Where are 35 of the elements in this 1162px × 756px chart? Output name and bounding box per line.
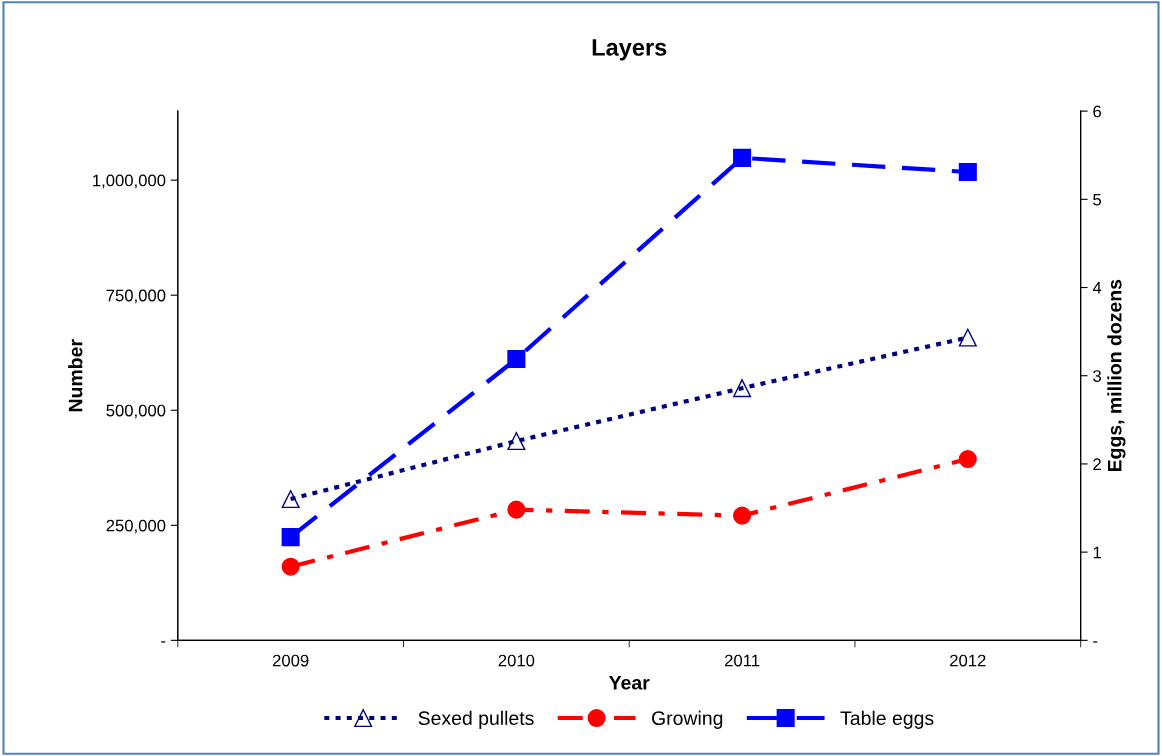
y2-tick-label: 3 [1093, 370, 1101, 382]
y-tick-label: - [161, 641, 166, 643]
x-tick-label: 2012 [950, 654, 986, 667]
y-tick-label: 1,000,000 [93, 174, 166, 189]
point [281, 490, 300, 509]
legend-label: Growing [652, 710, 723, 729]
x-axis-title: Year [609, 676, 650, 690]
y2-tick-label: 2 [1093, 458, 1101, 470]
y-tick-label: 500,000 [106, 404, 166, 419]
point [507, 349, 526, 369]
point [958, 328, 977, 347]
y-tick-label: 250,000 [106, 519, 166, 534]
point [507, 432, 526, 451]
y2-tick-label: 4 [1092, 282, 1102, 294]
y2-tick-label: 6 [1093, 105, 1101, 118]
point [958, 449, 977, 469]
point [733, 148, 752, 167]
legend-label: Sexed pullets [418, 710, 534, 729]
chart-title: Layers [592, 39, 667, 61]
y-axis-title: Number [68, 339, 83, 412]
point [958, 162, 977, 182]
point [733, 379, 752, 398]
y-tick-label: 750,000 [106, 289, 166, 304]
point [281, 557, 300, 576]
point [281, 528, 300, 547]
y2-tick-label: 1 [1093, 546, 1101, 559]
y2-axis-title: Eggs, million dozens [1107, 279, 1126, 472]
y2-tick-label: 5 [1093, 193, 1102, 206]
point [507, 500, 526, 519]
y2-tick-label: - [1093, 641, 1098, 643]
x-tick-label: 2010 [498, 654, 535, 667]
x-tick-label: 2011 [725, 654, 760, 667]
legend-label: Table eggs [840, 710, 934, 729]
x-tick-label: 2009 [272, 654, 309, 667]
point [733, 506, 752, 525]
